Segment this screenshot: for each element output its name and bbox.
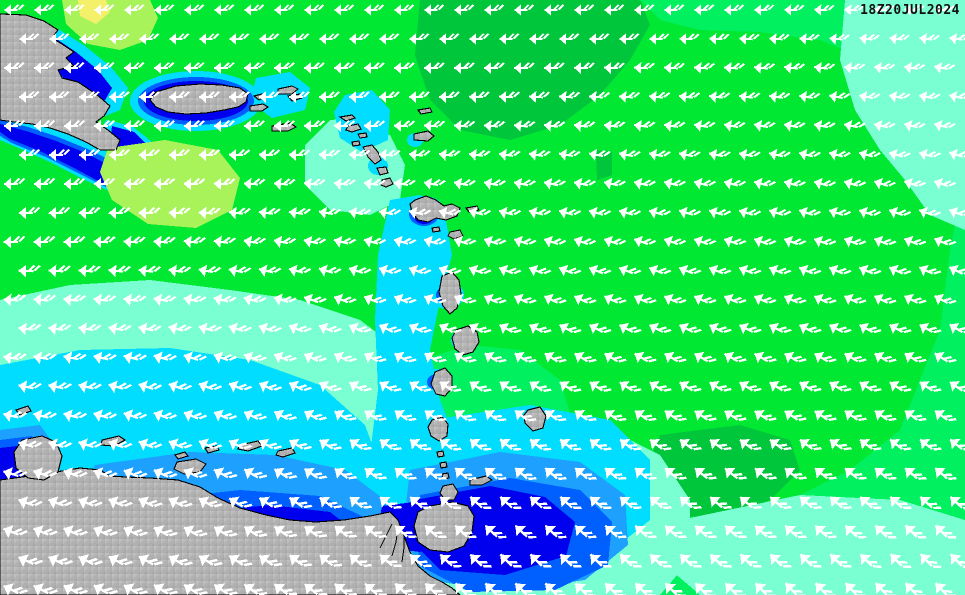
land-los-roques [15, 405, 32, 416]
land-puerto-rico [149, 83, 249, 115]
land-guadeloupe [409, 195, 461, 223]
land-la-desirade [465, 205, 480, 213]
land-st-croix [271, 122, 298, 132]
land-venezuela-mainland [0, 467, 461, 595]
speed-band-spring-green [560, 175, 965, 595]
land-culebra [252, 93, 266, 101]
land-hispaniola-dominican-republic [0, 13, 121, 151]
land-grenadines [439, 461, 448, 469]
land-virgin-islands [286, 93, 303, 102]
land-bonaire [275, 447, 296, 458]
land-les-saintes [431, 226, 441, 233]
land-anguilla [338, 114, 357, 122]
land-st-vincent [427, 416, 449, 442]
land-virgin-islands [277, 85, 299, 95]
land-grenada [439, 483, 459, 501]
land-martinique [451, 325, 480, 356]
land-la-tortuga [100, 435, 127, 447]
land-grenadines [436, 450, 445, 458]
forecast-timestamp: 18Z20JUL2024 [860, 3, 960, 18]
land-marie-galante [447, 229, 464, 240]
speed-band-aquamarine [840, 0, 965, 230]
land-st-lucia [430, 367, 453, 397]
land-grenadines [441, 472, 450, 480]
land-dominica [438, 271, 462, 315]
land-st-kitts-nevis [362, 144, 382, 165]
land-vieques [249, 103, 270, 112]
land-margarita-island [173, 458, 207, 475]
land-tobago [469, 475, 494, 486]
land-la-blanquilla [174, 451, 189, 460]
land-aruba [204, 445, 220, 454]
land-barbados [523, 406, 547, 432]
speed-band-cyan [334, 90, 390, 152]
land-st-kitts-nevis [376, 166, 389, 176]
land-trinidad [413, 501, 475, 553]
land-paraguana-peninsula [13, 435, 63, 481]
land-montserrat [380, 177, 394, 188]
land-saba [351, 140, 361, 147]
land-barbuda [417, 107, 433, 115]
land-antigua [413, 130, 435, 142]
land-st-martin [345, 123, 362, 133]
land-curacao [237, 440, 263, 452]
land-st-barthelemy [357, 132, 368, 139]
